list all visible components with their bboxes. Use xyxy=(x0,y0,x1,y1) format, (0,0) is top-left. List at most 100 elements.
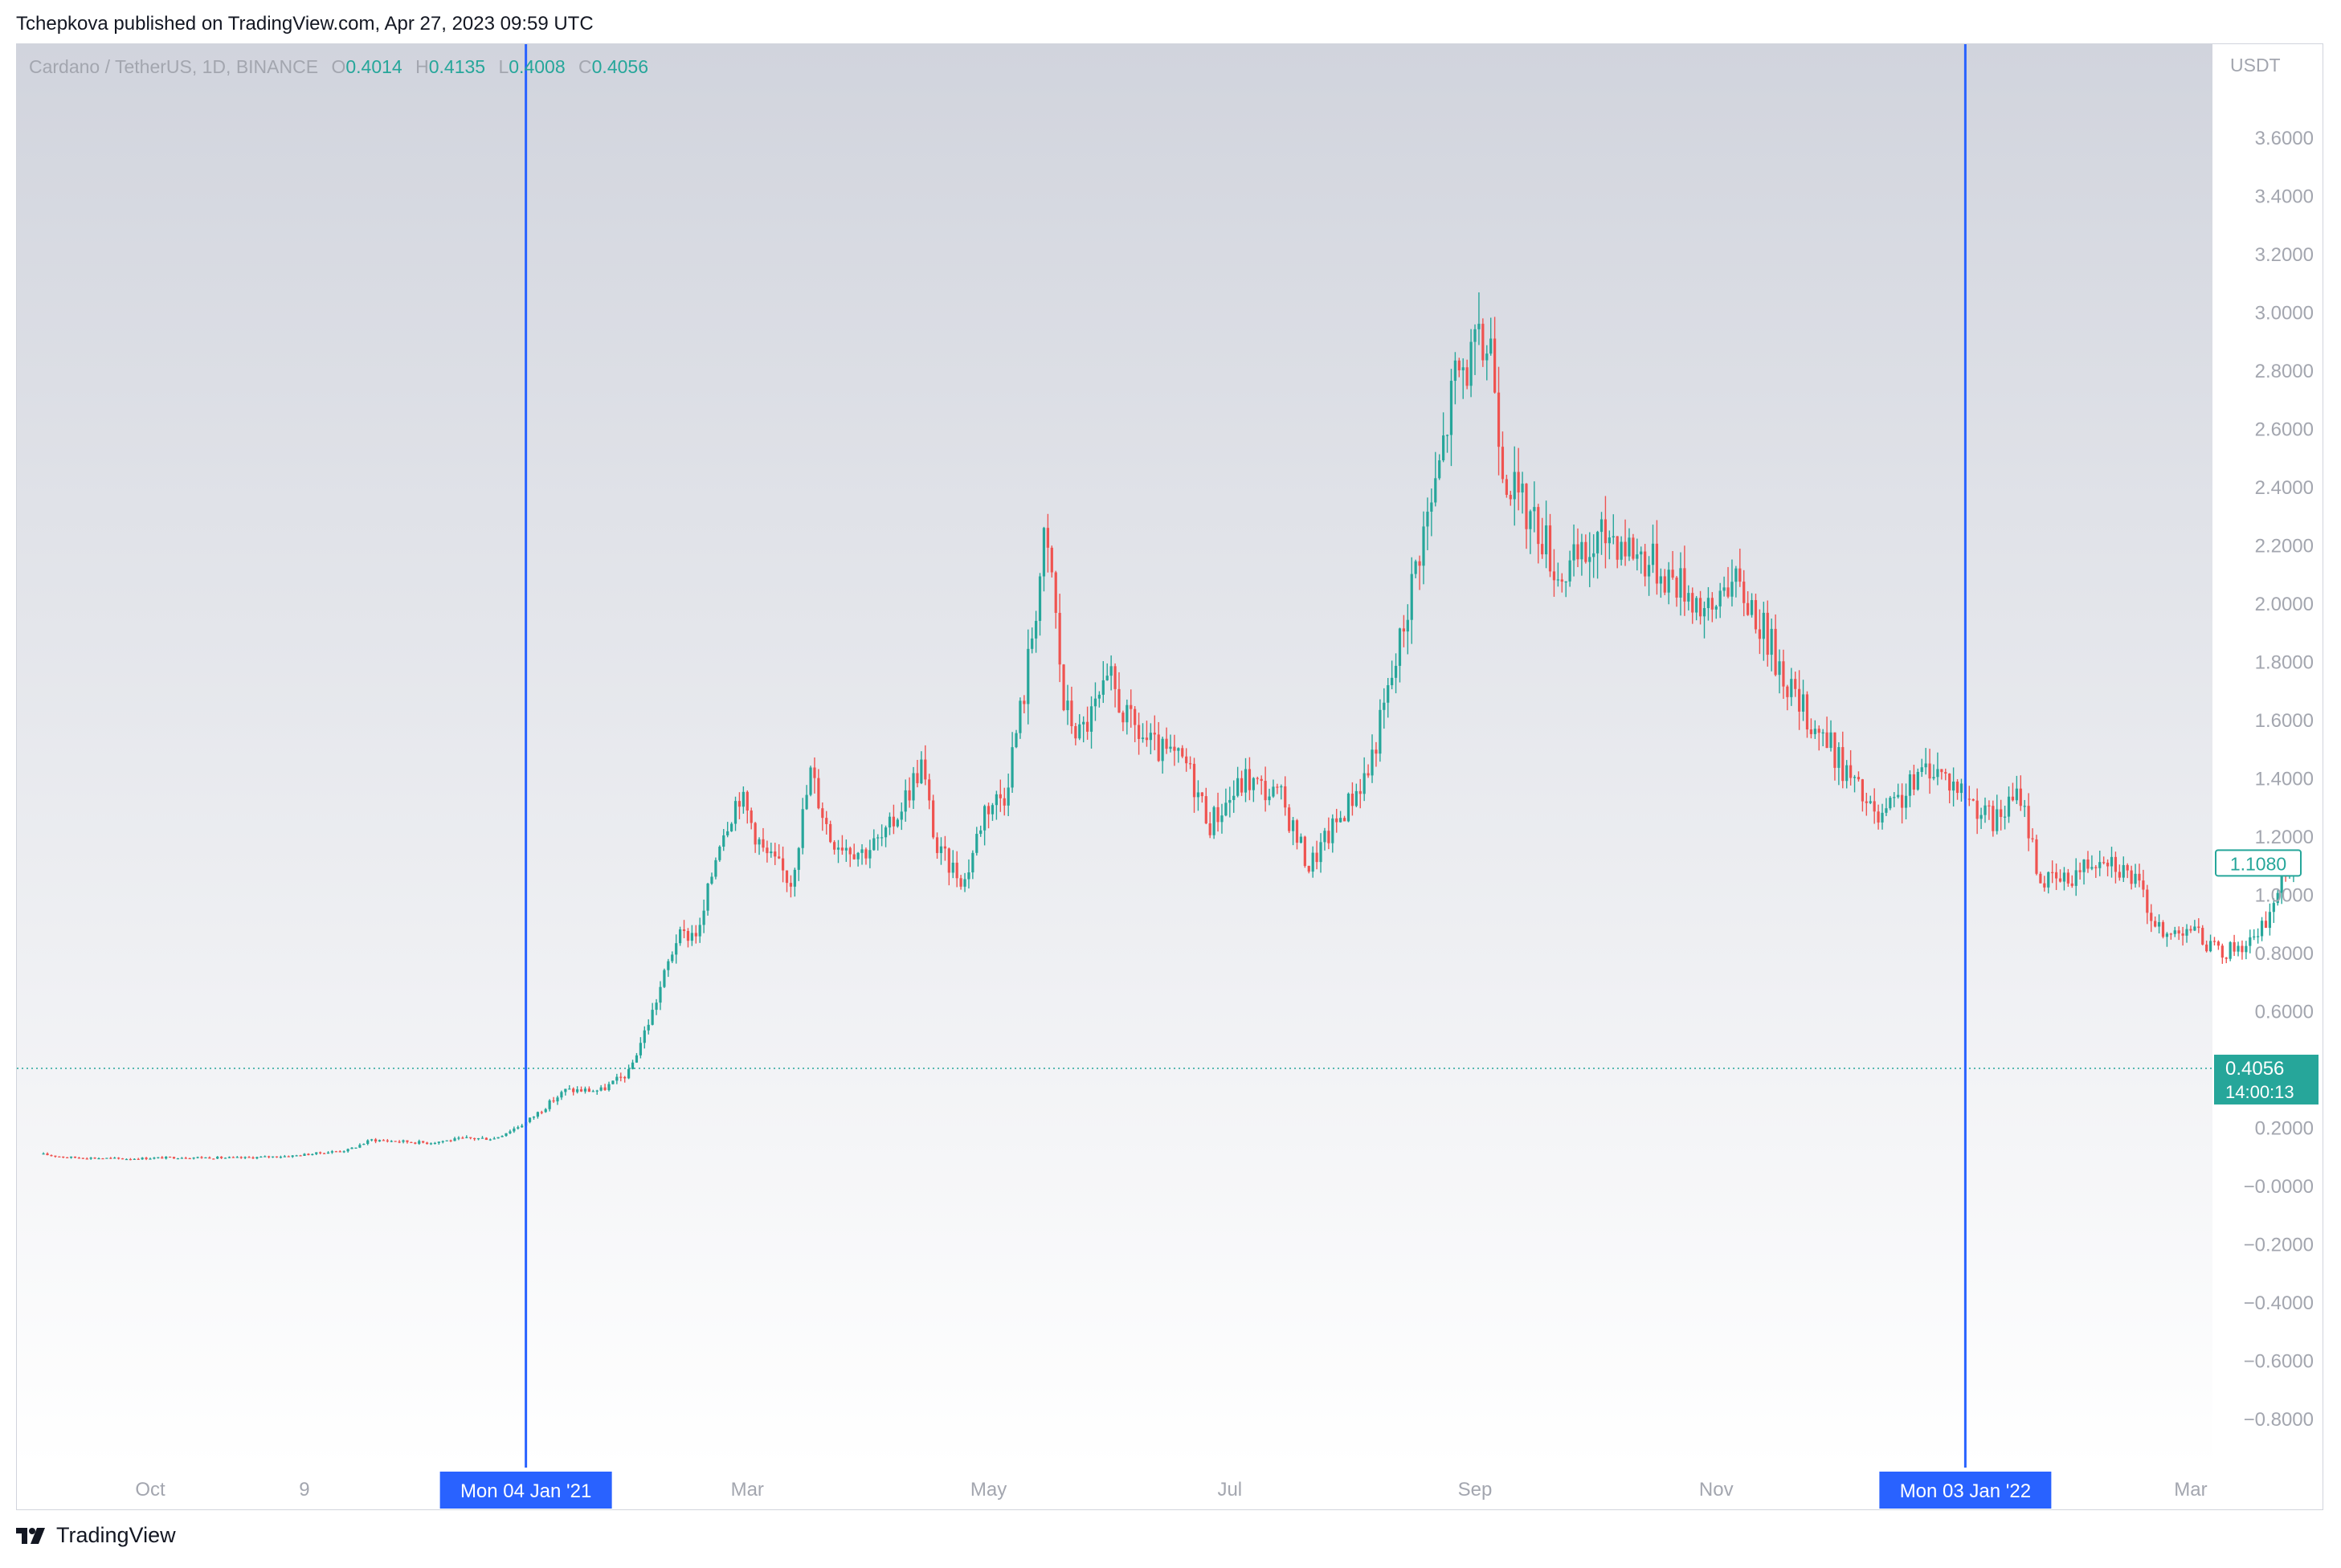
candle-body xyxy=(1220,815,1224,823)
candle xyxy=(1608,530,1611,560)
candle xyxy=(157,1157,160,1159)
brand-name: TradingView xyxy=(56,1523,176,1547)
candle-body xyxy=(374,1139,378,1141)
candle-body xyxy=(1659,576,1662,584)
candle-body xyxy=(1007,787,1010,806)
candle xyxy=(643,1026,646,1049)
candle xyxy=(461,1136,464,1139)
candle xyxy=(1845,760,1849,789)
candle xyxy=(350,1147,353,1149)
candle xyxy=(1469,329,1473,398)
candle xyxy=(97,1157,100,1160)
candle-body xyxy=(2201,928,2204,945)
candle-body xyxy=(1691,593,1694,613)
candle xyxy=(50,1154,53,1157)
candle-body xyxy=(1157,734,1160,762)
candle-body xyxy=(1442,435,1445,461)
candle-body xyxy=(1742,582,1746,603)
candle-body xyxy=(2054,872,2058,879)
candle xyxy=(1240,770,1244,796)
candle-body xyxy=(1513,472,1516,500)
candle xyxy=(449,1139,452,1142)
candle xyxy=(1046,513,1049,573)
candle-body xyxy=(916,773,919,784)
candle-body xyxy=(1758,629,1762,639)
y-tick-label: 1.6000 xyxy=(2255,710,2314,732)
candle-body xyxy=(1817,729,1820,733)
candle xyxy=(2043,876,2046,892)
candle xyxy=(1093,682,1097,721)
candle-body xyxy=(583,1088,587,1092)
candle xyxy=(212,1158,215,1160)
candle-body xyxy=(1996,809,1999,831)
candle xyxy=(1971,798,1975,802)
candle xyxy=(1901,783,1904,824)
candle xyxy=(42,1152,45,1155)
candle xyxy=(1984,797,1987,823)
candle xyxy=(2054,863,2058,890)
candle-body xyxy=(271,1156,275,1158)
candle xyxy=(1952,767,1955,807)
y-tick-label: 0.8000 xyxy=(2255,943,2314,965)
candle xyxy=(457,1136,460,1141)
candle xyxy=(1288,804,1291,834)
candle-body xyxy=(85,1158,88,1160)
candle-body xyxy=(2058,878,2062,882)
candle-body xyxy=(1568,560,1571,582)
candle xyxy=(2122,856,2125,882)
candle xyxy=(2066,868,2069,887)
candle xyxy=(1881,803,1884,830)
candle-body xyxy=(690,933,693,941)
candle xyxy=(2216,940,2220,950)
candle-body xyxy=(402,1140,405,1142)
candle xyxy=(346,1148,349,1153)
candle xyxy=(532,1116,536,1120)
chart-frame xyxy=(16,43,2323,1510)
time-axis[interactable]: Oct 9 Mar May Jul Sep Nov Mar xyxy=(135,1479,2207,1501)
candle xyxy=(2078,862,2082,880)
candle-body xyxy=(129,1158,132,1161)
candle-body xyxy=(1904,795,1908,808)
candle xyxy=(2039,872,2042,884)
candle xyxy=(1592,534,1595,578)
candle-body xyxy=(667,961,670,970)
candle-body xyxy=(410,1141,413,1143)
candle-body xyxy=(896,819,899,827)
candle xyxy=(615,1073,619,1084)
candle xyxy=(2193,920,2196,932)
candle-body xyxy=(1097,694,1101,699)
candle-body xyxy=(655,1002,658,1011)
vertical-marker-date-label: Mon 04 Jan '21 xyxy=(460,1480,591,1502)
candle-body xyxy=(1599,519,1604,533)
candle xyxy=(2102,856,2106,865)
candle xyxy=(1620,536,1623,566)
candle-body xyxy=(1457,360,1461,371)
candle-body xyxy=(429,1143,433,1145)
candle-body xyxy=(975,834,978,853)
candle-body xyxy=(643,1030,646,1043)
footer-brand[interactable]: TradingView xyxy=(16,1523,176,1548)
candle xyxy=(121,1158,125,1160)
candle xyxy=(1541,517,1544,559)
symbol-legend[interactable]: Cardano / TetherUS, 1D, BINANCE O0.4014 … xyxy=(29,56,648,78)
candle xyxy=(1173,734,1176,766)
candle xyxy=(247,1156,251,1158)
candle xyxy=(1489,317,1493,356)
candle-body xyxy=(2173,930,2176,934)
candle-body xyxy=(746,791,749,811)
candle-body xyxy=(1086,721,1089,732)
candle xyxy=(1501,431,1505,484)
candle xyxy=(836,839,840,864)
candle-body xyxy=(1595,532,1599,553)
candle xyxy=(311,1154,314,1156)
candle-body xyxy=(864,849,868,859)
candle-body xyxy=(1975,800,1979,819)
candle xyxy=(1070,686,1073,734)
candle xyxy=(1192,757,1196,813)
price-axis[interactable]: USDT 3.6000 3.4000 3.2000 3.0000 2.8000 2.6000… xyxy=(2230,55,2314,1431)
candle xyxy=(852,843,856,860)
candle-body xyxy=(840,847,844,851)
candle xyxy=(2114,851,2118,884)
candle xyxy=(1730,559,1734,606)
